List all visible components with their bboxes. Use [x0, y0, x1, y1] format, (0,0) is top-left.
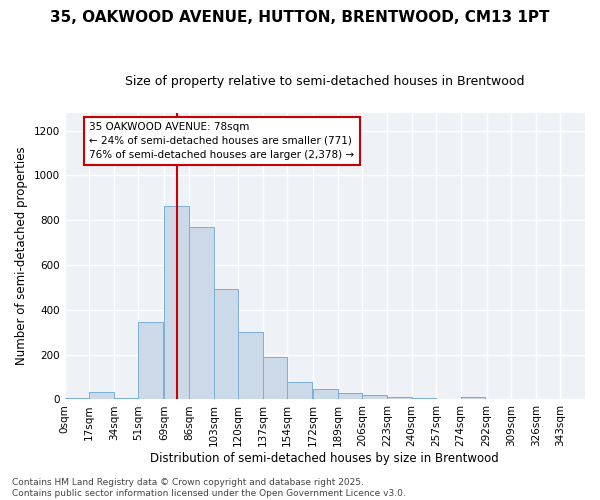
Bar: [114, 398, 139, 400]
Bar: [362, 396, 387, 400]
Bar: [214, 288, 238, 400]
Text: 35 OAKWOOD AVENUE: 78sqm
← 24% of semi-detached houses are smaller (771)
76% of : 35 OAKWOOD AVENUE: 78sqm ← 24% of semi-d…: [89, 122, 355, 160]
Bar: [189, 227, 214, 400]
Text: 35, OAKWOOD AVENUE, HUTTON, BRENTWOOD, CM13 1PT: 35, OAKWOOD AVENUE, HUTTON, BRENTWOOD, C…: [50, 10, 550, 25]
Text: Contains HM Land Registry data © Crown copyright and database right 2025.
Contai: Contains HM Land Registry data © Crown c…: [12, 478, 406, 498]
Bar: [164, 206, 189, 400]
Bar: [139, 322, 163, 400]
Bar: [287, 382, 312, 400]
Bar: [487, 398, 511, 400]
Bar: [65, 398, 89, 400]
Bar: [338, 392, 362, 400]
X-axis label: Distribution of semi-detached houses by size in Brentwood: Distribution of semi-detached houses by …: [151, 452, 499, 465]
Bar: [263, 357, 287, 400]
Bar: [461, 397, 485, 400]
Bar: [313, 390, 338, 400]
Bar: [387, 397, 412, 400]
Bar: [412, 398, 436, 400]
Title: Size of property relative to semi-detached houses in Brentwood: Size of property relative to semi-detach…: [125, 75, 524, 88]
Y-axis label: Number of semi-detached properties: Number of semi-detached properties: [15, 147, 28, 366]
Bar: [89, 392, 114, 400]
Bar: [238, 332, 263, 400]
